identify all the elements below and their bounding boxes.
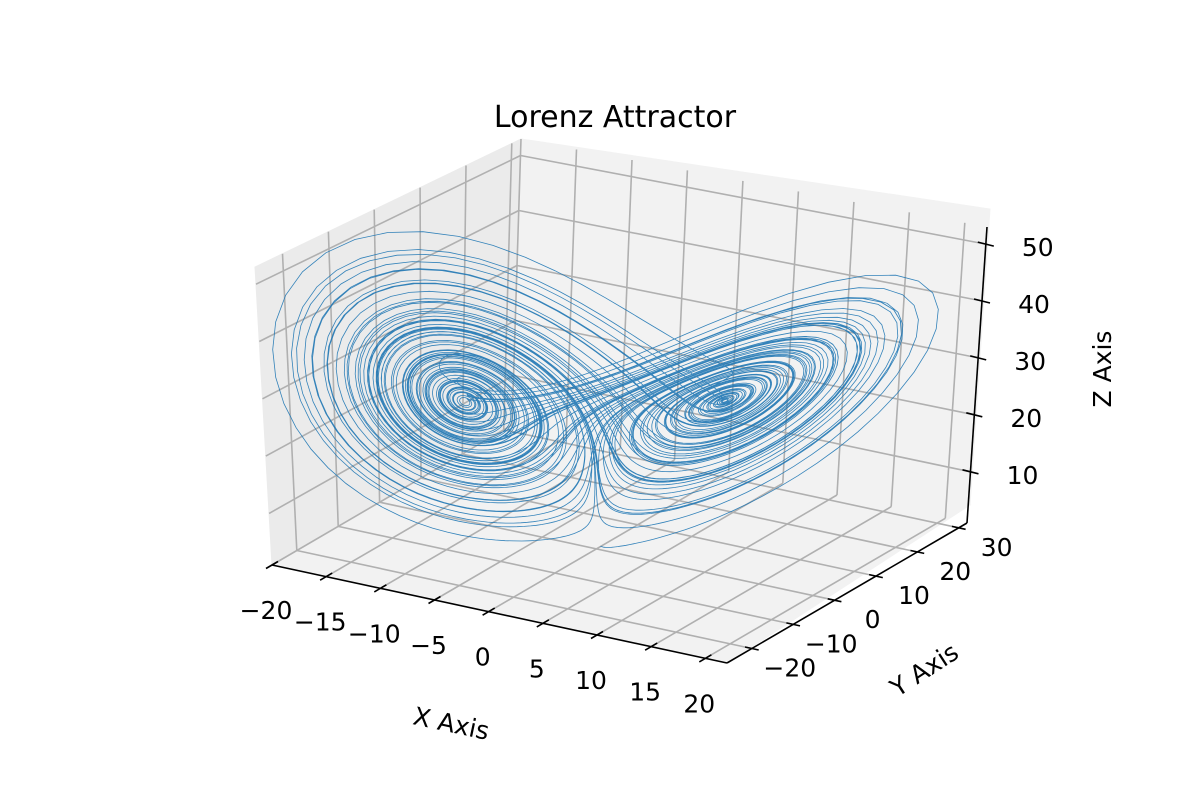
grid-line-x-back <box>944 222 966 519</box>
x-tick <box>265 560 279 570</box>
x-tick <box>373 584 387 593</box>
grid-line-x-floor <box>596 494 838 636</box>
grid-line-y-wall <box>327 231 339 527</box>
axis-panes <box>254 138 991 664</box>
grid-line-y-floor <box>338 525 794 626</box>
x-tick <box>590 630 604 640</box>
x-tick-label: 10 <box>575 666 607 695</box>
x-tick-label: −15 <box>294 608 347 637</box>
y-tick-label: 30 <box>981 533 1013 562</box>
z-tick-label: 20 <box>1010 404 1042 433</box>
grid-line-z-back <box>518 209 983 302</box>
grid-line-y-floor <box>462 453 918 553</box>
y-tick-label: 10 <box>898 581 930 610</box>
y-tick-label: 20 <box>939 557 971 586</box>
x-tick-label: 15 <box>629 678 661 707</box>
grid-line-z-wall <box>265 319 516 457</box>
grid-line-x-floor <box>488 471 730 613</box>
z-axis-title: Z Axis <box>1088 331 1117 408</box>
grid-line-x-floor <box>704 517 946 659</box>
z-tick-label: 10 <box>1007 461 1039 490</box>
x-tick <box>698 654 712 663</box>
y-tick-label: 0 <box>865 605 881 634</box>
grid-line-y-floor <box>296 549 752 650</box>
x-tick-label: 5 <box>529 654 545 683</box>
x-tick-label: −20 <box>240 596 293 625</box>
chart-title: Lorenz Attractor <box>494 100 737 135</box>
z-tick <box>962 469 979 475</box>
z-tick <box>977 241 994 247</box>
y-tick <box>868 573 883 579</box>
x-tick <box>482 607 496 616</box>
z-tick-label: 30 <box>1014 347 1046 376</box>
y-axis-title: Y Axis <box>884 637 964 703</box>
grid-line-z-wall <box>258 209 520 343</box>
x-tick <box>644 642 658 651</box>
y-tick <box>910 549 925 555</box>
z-tick <box>970 355 987 361</box>
x-tick <box>428 595 441 605</box>
y-tick-label: −10 <box>805 629 858 658</box>
grid-line-y-floor <box>420 477 877 577</box>
z-axis-line <box>966 226 988 524</box>
x-tick-label: 20 <box>683 689 715 718</box>
data-layer <box>272 231 939 548</box>
x-axis-title: X Axis <box>411 702 492 746</box>
grid-line-z-back <box>516 264 979 359</box>
grid-line-x-floor <box>650 506 892 648</box>
grid-line-y-wall <box>281 253 298 551</box>
z-tick-label: 40 <box>1018 290 1050 319</box>
grid-line-x-floor <box>271 424 513 566</box>
lorenz-trajectory <box>272 231 939 548</box>
z-tick-label: 50 <box>1022 233 1054 262</box>
x-tick-label: −5 <box>410 631 447 660</box>
y-tick-label: −20 <box>763 654 816 683</box>
x-tick <box>319 572 333 581</box>
y-tick <box>827 598 842 603</box>
grid-line-z-wall <box>255 154 521 285</box>
grid-line-x-floor <box>434 459 675 601</box>
z-tick <box>966 412 983 418</box>
x-tick-label: 0 <box>475 643 491 672</box>
y-tick <box>786 622 801 627</box>
z-tick <box>973 298 991 304</box>
grid-line-y-wall <box>419 187 422 479</box>
x-tick-label: −10 <box>348 619 401 648</box>
grid-lines <box>255 138 986 659</box>
y-tick <box>951 525 966 531</box>
grid-line-x-floor <box>542 482 784 624</box>
grid-line-x-back <box>890 212 911 507</box>
grid-line-y-wall <box>373 209 381 503</box>
grid-line-x-floor <box>325 436 567 578</box>
grid-line-y-floor <box>379 501 835 601</box>
x-tick <box>536 619 550 628</box>
grid-line-z-back <box>520 154 986 245</box>
y-axis-line <box>726 522 968 664</box>
y-tick <box>744 646 759 651</box>
grid-line-x-floor <box>379 447 621 589</box>
grid-line-y-wall <box>461 165 467 455</box>
